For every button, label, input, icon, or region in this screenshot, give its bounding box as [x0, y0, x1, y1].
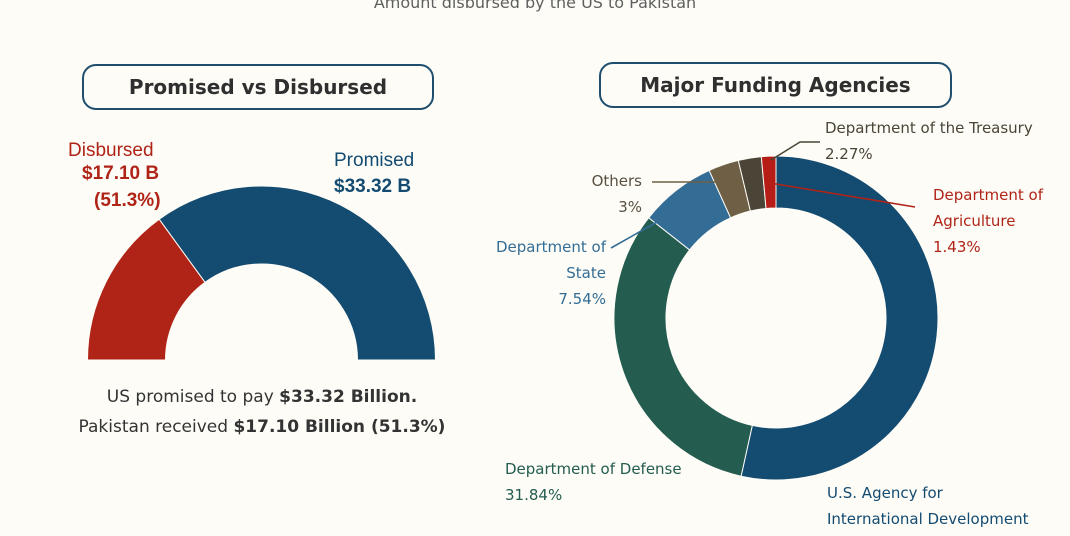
disbursed-percent: (51.3%): [94, 190, 161, 211]
label-state-pct: 7.54%: [558, 290, 606, 308]
slice-agriculture: [760, 155, 777, 209]
label-state-name2: State: [566, 264, 606, 282]
promised-label: Promised: [334, 150, 415, 171]
disbursed-label: Disbursed: [68, 140, 154, 161]
top-title: Amount disbursed by the US to Pakistan: [373, 0, 697, 12]
label-usaid-name1: U.S. Agency for: [827, 484, 943, 502]
summary-received-amount: $17.10 Billion (51.3%): [233, 417, 446, 437]
gauge-panel-title: Promised vs Disbursed: [82, 64, 434, 110]
disbursed-value: $17.10 B: [82, 163, 160, 184]
gauge-promised-arc: [158, 185, 437, 361]
label-others-pct: 3%: [618, 198, 642, 216]
label-state-name1: Department of: [496, 238, 606, 256]
label-treasury-name: Department of the Treasury: [825, 119, 1033, 137]
label-defense-pct: 31.84%: [505, 486, 563, 504]
slice-defense: [613, 217, 753, 477]
leader-line-state: [610, 221, 658, 249]
label-treasury: Department of the Treasury 2.27%: [825, 115, 1033, 167]
label-agriculture-name2: Agriculture: [933, 212, 1016, 230]
summary-promised-text: US promised to pay: [106, 387, 280, 407]
promised-value: $33.32 B: [334, 176, 412, 197]
summary-received-text: Pakistan received: [78, 417, 234, 437]
label-agriculture-name1: Department of: [933, 186, 1043, 204]
label-agriculture-pct: 1.43%: [933, 238, 981, 256]
label-state: Department of State 7.54%: [476, 234, 606, 312]
label-defense-name: Department of Defense: [505, 460, 682, 478]
slice-usaid: [740, 155, 939, 481]
label-usaid-name2: International Development: [827, 510, 1029, 528]
label-defense: Department of Defense 31.84%: [505, 456, 682, 508]
label-treasury-pct: 2.27%: [825, 145, 873, 163]
leader-line-treasury: [770, 141, 820, 161]
label-others-name: Others: [591, 172, 642, 190]
donut-panel-title: Major Funding Agencies: [599, 62, 952, 108]
summary-received: Pakistan received $17.10 Billion (51.3%): [62, 412, 462, 442]
label-others: Others 3%: [560, 168, 642, 220]
label-agriculture: Department of Agriculture 1.43%: [933, 182, 1043, 260]
label-usaid: U.S. Agency for International Developmen…: [827, 480, 1028, 532]
summary-promised: US promised to pay $33.32 Billion.: [62, 382, 462, 412]
summary-promised-amount: $33.32 Billion.: [279, 387, 418, 407]
leader-line-agriculture: [769, 182, 916, 208]
